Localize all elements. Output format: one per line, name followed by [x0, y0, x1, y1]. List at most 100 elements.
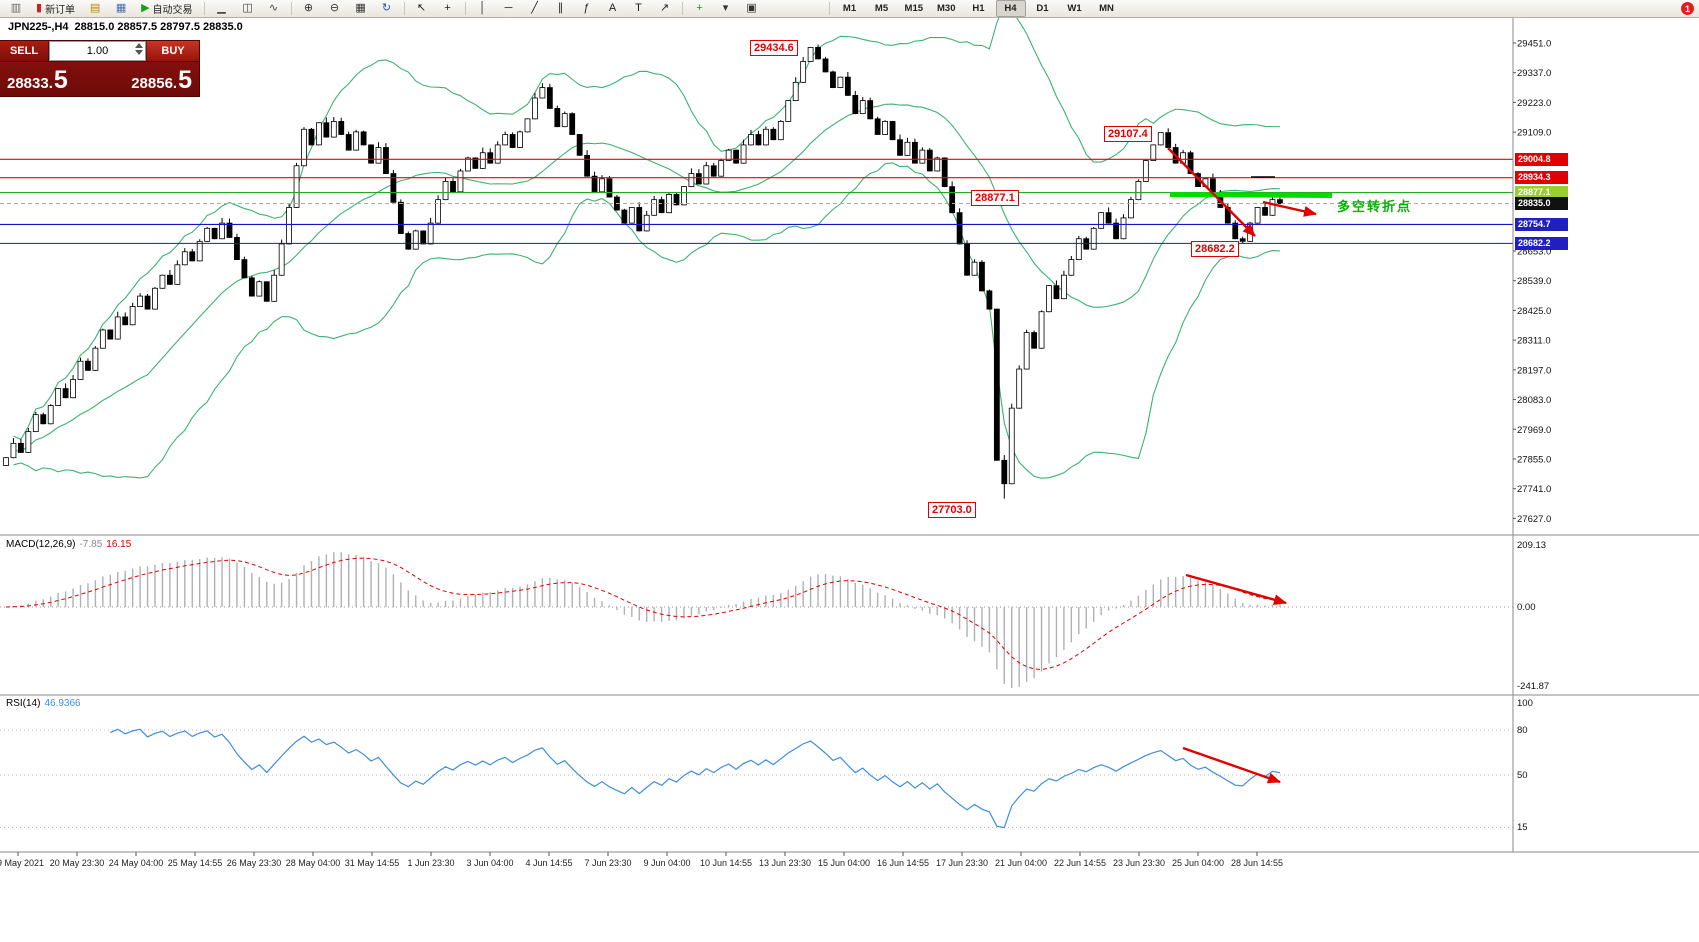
timeframe-h1[interactable]: H1: [972, 3, 985, 14]
tile-windows-icon: ▦: [355, 2, 366, 14]
auto-trading-button[interactable]: ▶ 自动交易: [135, 0, 198, 17]
one-click-trading-panel: SELL 1.00 BUY 28833. 5 28856. 5: [0, 40, 200, 97]
rsi-label: RSI(14) 46.9366: [6, 698, 85, 709]
red-arrow: [1185, 573, 1287, 606]
price-axis[interactable]: [1513, 18, 1568, 852]
time-tick-label: 15 Jun 04:00: [818, 858, 870, 868]
macd-main-value: -7.85: [79, 539, 103, 550]
tile-windows-button[interactable]: ▦: [349, 0, 373, 17]
time-tick-label: 10 Jun 14:55: [700, 858, 752, 868]
buy-price-main: 28856.: [131, 75, 178, 92]
market-watch-button[interactable]: ▦: [109, 0, 133, 17]
volume-input[interactable]: 1.00: [49, 41, 146, 61]
time-tick-label: 4 Jun 14:55: [525, 858, 572, 868]
chart-symbol-period: JPN225-,H4: [8, 21, 69, 33]
templates-button[interactable]: ▣: [740, 0, 764, 17]
refresh-button[interactable]: ↻: [375, 0, 399, 17]
crosshair-icon: +: [444, 2, 451, 14]
horizontal-line-button[interactable]: ─: [497, 0, 521, 17]
market-watch-icon: ▦: [115, 2, 127, 14]
new-order-button-label: 新订单: [45, 5, 76, 16]
timeframe-m15[interactable]: M15: [904, 3, 924, 14]
timeframe-h4[interactable]: H4: [995, 0, 1026, 17]
arrow-objects-button[interactable]: ↗: [653, 0, 677, 17]
auto-trading-button-label: 自动交易: [152, 5, 193, 16]
time-tick-label: 19 May 2021: [0, 858, 44, 868]
rsi-name: RSI(14): [6, 698, 41, 709]
toolbar-separator: [403, 2, 405, 15]
timeframe-w1[interactable]: W1: [1067, 3, 1082, 14]
timeframe-mn[interactable]: MN: [1099, 3, 1114, 14]
timeframe-m30[interactable]: M30: [937, 3, 956, 14]
buy-button[interactable]: BUY: [146, 41, 199, 61]
toolbar-separator: [464, 2, 466, 15]
time-tick-label: 24 May 04:00: [109, 858, 164, 868]
macd-name: MACD(12,26,9): [6, 539, 76, 550]
rsi-axis-label: 15: [1517, 822, 1528, 833]
vertical-line-button[interactable]: │: [471, 0, 495, 17]
time-tick-label: 17 Jun 23:30: [936, 858, 988, 868]
zoom-in-icon: ⊕: [303, 2, 314, 14]
rsi-value: 46.9366: [44, 698, 81, 709]
timeframe-m1[interactable]: M1: [842, 3, 857, 14]
candle-chart-icon: ◫: [242, 2, 253, 14]
line-chart-button[interactable]: ∿: [262, 0, 286, 17]
time-axis[interactable]: [0, 853, 1513, 875]
app-window-button[interactable]: ▥: [4, 0, 28, 17]
red-arrow: [1167, 147, 1256, 237]
rsi-axis-label: 80: [1517, 725, 1528, 736]
volume-increase-button[interactable]: [135, 43, 143, 48]
bollinger-bands-layer: [13, 3, 1280, 479]
equidistant-channel-button[interactable]: ∥: [549, 0, 573, 17]
periods-dropdown-button[interactable]: ▾: [714, 0, 738, 17]
price-tick-label: 28311.0: [1517, 336, 1551, 347]
notification-badge[interactable]: 1: [1681, 2, 1694, 15]
price-tick-label: 27969.0: [1517, 425, 1551, 436]
sell-price-main: 28833.: [7, 75, 53, 92]
fibonacci-icon: ƒ: [583, 2, 590, 14]
fibonacci-button[interactable]: ƒ: [575, 0, 599, 17]
price-tick-label: 29451.0: [1517, 39, 1551, 50]
rsi-axis-label: 100: [1517, 698, 1533, 709]
time-tick-label: 13 Jun 23:30: [759, 858, 811, 868]
volume-decrease-button[interactable]: [135, 50, 143, 55]
text-label-button[interactable]: T: [627, 0, 651, 17]
new-order-button[interactable]: ▮ 新订单: [30, 0, 81, 17]
new-order-icon: ▮: [36, 2, 43, 14]
red-arrow: [1262, 200, 1317, 217]
cursor-button[interactable]: ↖: [410, 0, 434, 17]
equidistant-channel-icon: ∥: [557, 2, 564, 14]
trendline-button[interactable]: ╱: [523, 0, 547, 17]
zoom-out-button[interactable]: ⊖: [323, 0, 347, 17]
time-tick-label: 25 Jun 04:00: [1172, 858, 1224, 868]
time-tick-label: 1 Jun 23:30: [407, 858, 454, 868]
bar-chart-button[interactable]: ▁: [210, 0, 234, 17]
horizontal-line-icon: ─: [504, 2, 513, 14]
zoom-in-button[interactable]: ⊕: [297, 0, 321, 17]
sell-button[interactable]: SELL: [0, 41, 49, 61]
indicators-button[interactable]: +: [688, 0, 712, 17]
text-button[interactable]: A: [601, 0, 625, 17]
time-tick-label: 22 Jun 14:55: [1054, 858, 1106, 868]
zoom-out-icon: ⊖: [329, 2, 340, 14]
auto-trading-icon: ▶: [141, 2, 150, 14]
arrow-objects-icon: ↗: [659, 2, 670, 14]
chart-profiles-button[interactable]: ▤: [83, 0, 107, 17]
one-click-top-row: SELL 1.00 BUY: [0, 41, 199, 62]
timeframe-m5[interactable]: M5: [874, 3, 889, 14]
time-tick-label: 25 May 14:55: [168, 858, 223, 868]
timeframe-d1[interactable]: D1: [1036, 3, 1049, 14]
price-tick-label: 28197.0: [1517, 365, 1551, 376]
cursor-icon: ↖: [416, 2, 427, 14]
time-tick-label: 16 Jun 14:55: [877, 858, 929, 868]
text-label-icon: T: [635, 2, 642, 14]
time-tick-label: 26 May 23:30: [227, 858, 282, 868]
trendline-icon: ╱: [531, 2, 538, 14]
candle-chart-button[interactable]: ◫: [236, 0, 260, 17]
rsi-axis-label: 50: [1517, 770, 1528, 781]
buy-price: 28856. 5: [131, 68, 192, 93]
crosshair-button[interactable]: +: [436, 0, 460, 17]
red-arrow: [1182, 746, 1281, 784]
